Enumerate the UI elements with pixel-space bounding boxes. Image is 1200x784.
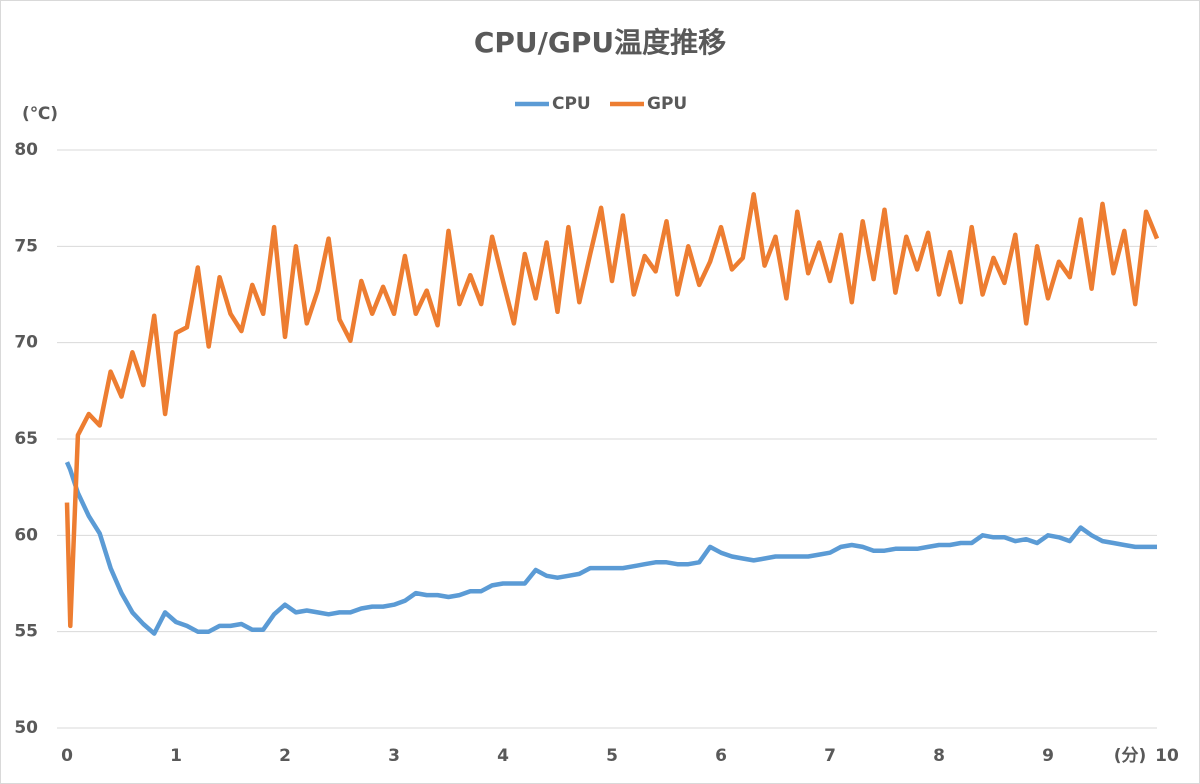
series-line	[64, 461, 1157, 636]
y-axis-label: (℃)	[22, 104, 58, 124]
x-tick-label: 10	[1155, 746, 1179, 766]
chart-title: CPU/GPU温度推移	[474, 26, 726, 59]
y-tick-label: 70	[14, 333, 38, 353]
legend-label: CPU	[552, 94, 591, 114]
y-tick-label: 55	[14, 622, 38, 642]
x-tick-label: 9	[1042, 746, 1054, 766]
x-tick-label: 5	[606, 746, 618, 766]
x-tick-label: 1	[170, 746, 182, 766]
x-tick-label: 6	[715, 746, 727, 766]
y-tick-label: 60	[14, 525, 38, 545]
x-axis-label: (分)	[1114, 746, 1147, 766]
y-tick-label: 50	[14, 718, 38, 738]
x-tick-label: 3	[388, 746, 400, 766]
series-line	[64, 192, 1160, 629]
y-tick-label: 75	[14, 236, 38, 256]
legend-label: GPU	[647, 94, 687, 114]
x-tick-label: 4	[497, 746, 509, 766]
y-tick-label: 80	[14, 140, 38, 160]
x-tick-label: 8	[933, 746, 945, 766]
x-tick-label: 7	[824, 746, 836, 766]
x-tick-label: 0	[61, 746, 73, 766]
x-tick-label: 2	[279, 746, 291, 766]
y-tick-label: 65	[14, 429, 38, 449]
